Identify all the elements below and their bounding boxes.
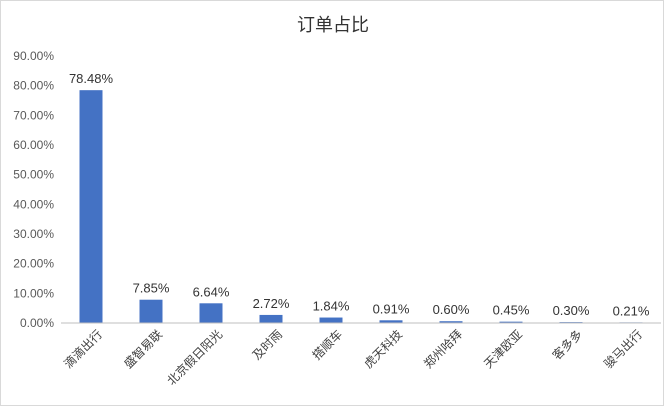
- bar: [139, 299, 163, 323]
- bar: [499, 321, 523, 323]
- data-label: 0.21%: [613, 303, 650, 318]
- data-label: 0.30%: [553, 303, 590, 318]
- chart-title: 订单占比: [297, 15, 369, 36]
- x-tick-label: 天津欧亚: [481, 327, 525, 371]
- y-tick-label: 40.00%: [13, 197, 54, 211]
- y-tick-label: 90.00%: [13, 49, 54, 63]
- y-tick-label: 70.00%: [13, 108, 54, 122]
- y-axis: 0.00% 10.00% 20.00% 30.00% 40.00% 50.00% 60.00…: [13, 49, 54, 330]
- data-labels: 78.48% 7.85% 6.64% 2.72% 1.84% 0.91% 0.60% 0.45…: [69, 71, 650, 318]
- data-label: 1.84%: [313, 299, 350, 314]
- x-axis: 滴滴出行 盛智易联 北京假日阳光 及时雨 搭顺车 虎天科技 郑州哈拜 天津欧亚 客多多 骏马出行: [61, 322, 661, 388]
- y-tick-label: 20.00%: [13, 257, 54, 271]
- bar: [319, 317, 343, 323]
- x-tick-label: 盛智易联: [121, 327, 166, 372]
- data-label: 0.60%: [433, 302, 470, 317]
- x-tick-label: 北京假日阳光: [164, 327, 225, 388]
- bar: [439, 321, 463, 323]
- y-tick-label: 0.00%: [20, 316, 54, 330]
- data-label: 0.91%: [373, 301, 410, 316]
- y-tick-label: 50.00%: [13, 168, 54, 182]
- x-tick-label: 滴滴出行: [61, 327, 106, 372]
- y-tick-label: 80.00%: [13, 79, 54, 93]
- y-tick-label: 10.00%: [13, 286, 54, 300]
- bar: [379, 320, 403, 323]
- data-label: 6.64%: [193, 284, 230, 299]
- x-tick-label: 郑州哈拜: [421, 327, 466, 372]
- bar: [259, 314, 283, 323]
- x-tick-label: 虎天科技: [361, 327, 405, 371]
- x-tick-label: 骏马出行: [601, 327, 645, 371]
- y-tick-label: 60.00%: [13, 138, 54, 152]
- x-tick-label: 客多多: [549, 327, 585, 363]
- data-label: 0.45%: [493, 303, 530, 318]
- data-label: 2.72%: [253, 296, 290, 311]
- data-label: 7.85%: [133, 281, 170, 296]
- bar: [199, 303, 223, 323]
- x-tick-label: 搭顺车: [309, 327, 345, 363]
- data-label: 78.48%: [69, 71, 114, 86]
- x-tick-label: 及时雨: [250, 327, 285, 362]
- bar: [79, 90, 103, 324]
- bars: [79, 90, 643, 324]
- y-tick-label: 30.00%: [13, 227, 54, 241]
